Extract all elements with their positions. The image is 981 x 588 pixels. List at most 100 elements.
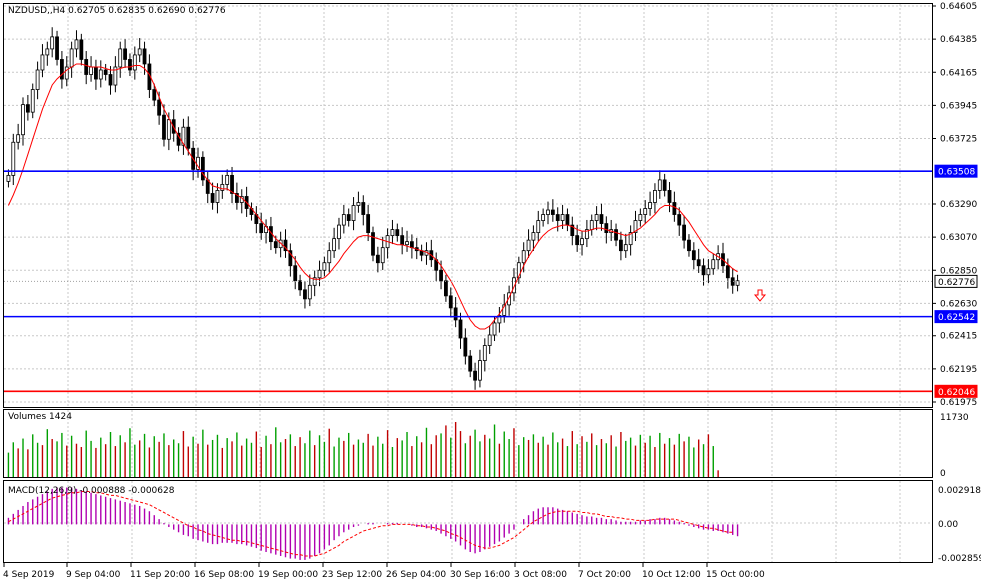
- candle-body: [225, 174, 230, 185]
- candle-body: [531, 232, 536, 241]
- price-tick-label: 0.62630: [940, 299, 977, 309]
- candle-body: [220, 184, 225, 191]
- macd-panel-frame: [3, 480, 933, 563]
- tag-box: [934, 310, 978, 324]
- time-label: 11 Sep 20:00: [130, 570, 190, 580]
- candle-body: [361, 202, 366, 215]
- candle-body: [84, 59, 89, 75]
- candle-body: [162, 114, 166, 140]
- candle-body: [332, 238, 337, 252]
- time-label: 30 Sep 16:00: [450, 570, 510, 580]
- volume-min-label: 0: [940, 469, 946, 479]
- candle-body: [468, 355, 473, 372]
- candle-body: [619, 239, 623, 252]
- candle-body: [55, 36, 59, 60]
- candle-body: [50, 36, 55, 50]
- candle-body: [473, 370, 477, 381]
- candle-body: [507, 292, 512, 306]
- candle-body: [409, 241, 414, 249]
- horizontal-levels[interactable]: [4, 170, 932, 393]
- time-label: 23 Sep 12:00: [322, 570, 382, 580]
- candle-body: [40, 54, 45, 71]
- candle-body: [152, 89, 157, 101]
- candle-body: [453, 307, 458, 321]
- candle-body: [234, 193, 239, 203]
- candle-body: [662, 179, 667, 191]
- current-price-tag: 0.62776: [934, 274, 978, 288]
- candle-body: [594, 214, 599, 221]
- grid: [4, 4, 932, 562]
- candle-body: [487, 334, 492, 346]
- candle-body: [108, 74, 113, 86]
- candle-body: [604, 223, 609, 234]
- candle-body: [283, 239, 288, 252]
- macd-label: MACD(12,26,9) -0.000888 -0.000628: [8, 486, 175, 496]
- candle-body: [303, 289, 307, 300]
- tag-text: 0.62046: [938, 388, 975, 398]
- candle-body: [687, 239, 691, 252]
- candle-body: [103, 69, 108, 75]
- candle-body: [210, 193, 215, 203]
- macd-histogram: [7, 487, 739, 560]
- tag-text: 0.63508: [938, 168, 975, 178]
- candle-body: [74, 39, 79, 50]
- time-label: 3 Oct 08:00: [514, 570, 567, 580]
- price-tick-label: 0.62415: [940, 332, 977, 342]
- candle-body: [502, 304, 507, 316]
- candle-body: [682, 224, 686, 241]
- candle-body: [215, 190, 220, 203]
- price-tick-label: 0.63945: [940, 101, 977, 111]
- price-axis: 0.64605 0.64385 0.64165 0.63945 0.63725 0.632…: [932, 2, 977, 408]
- candle-body: [346, 214, 351, 221]
- time-axis: 4 Sep 2019 9 Sep 04:00 11 Sep 20:00 16 Sep …: [3, 563, 765, 580]
- ma-line: [7, 63, 738, 330]
- candle-body: [64, 66, 69, 80]
- candle-body: [89, 66, 93, 75]
- candle-body: [166, 119, 171, 140]
- volume-label: Volumes 1424: [8, 412, 72, 422]
- moving-average: [7, 63, 738, 330]
- time-label: 19 Sep 00:00: [258, 570, 318, 580]
- candle-body: [550, 209, 555, 215]
- candle-body: [35, 69, 40, 90]
- candle-body: [351, 205, 356, 221]
- candle-body: [677, 214, 682, 226]
- candle-body: [181, 126, 186, 146]
- candle-body: [516, 262, 521, 279]
- candle-body: [16, 134, 21, 143]
- candle-body: [137, 48, 142, 56]
- candle-body: [448, 295, 453, 309]
- candle-body: [735, 280, 740, 286]
- candle-body: [648, 202, 652, 209]
- tag-box: [934, 274, 978, 288]
- candle-body: [21, 104, 25, 136]
- price-tick-label: 0.61975: [940, 398, 977, 408]
- candle-body: [337, 224, 341, 240]
- candle-body: [60, 59, 64, 80]
- price-tick-label: 0.64605: [940, 2, 977, 12]
- candle-body: [672, 202, 677, 215]
- candle-body: [599, 214, 604, 224]
- candle-body: [463, 337, 468, 357]
- sell-arrow-icon[interactable]: [753, 289, 767, 302]
- candle-body: [584, 229, 589, 240]
- candle-body: [628, 232, 633, 246]
- price-tick-label: 0.63290: [940, 200, 977, 210]
- candle-body: [546, 209, 550, 215]
- candle-body: [273, 241, 278, 249]
- candle-body: [230, 174, 234, 194]
- candle-body: [94, 66, 98, 80]
- candle-body: [541, 214, 546, 221]
- time-label: 10 Oct 12:00: [642, 570, 701, 580]
- candle-body: [288, 250, 293, 267]
- candle-body: [565, 214, 570, 226]
- candle-body: [614, 229, 618, 241]
- candle-body: [317, 269, 322, 279]
- candle-body: [142, 48, 147, 65]
- time-label: 15 Oct 00:00: [706, 570, 765, 580]
- candle-body: [327, 250, 332, 264]
- macd-top-label: 0.002918: [938, 486, 981, 496]
- candle-body: [390, 229, 395, 237]
